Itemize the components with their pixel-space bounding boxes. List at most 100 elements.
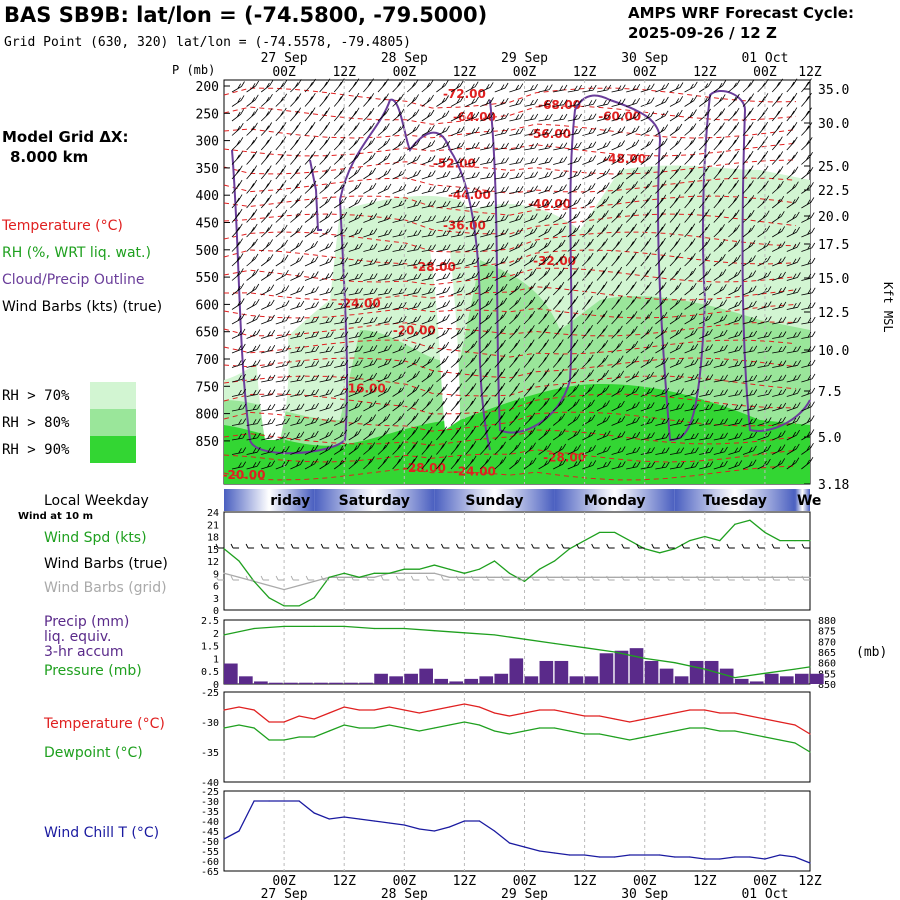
- wind-barb: [480, 82, 494, 93]
- weekday-label: riday: [270, 493, 310, 509]
- wind-barb: [728, 345, 743, 354]
- wind-barb: [509, 142, 524, 151]
- bottom-hour-label: 00Z: [633, 874, 657, 889]
- surface-wind-barb: [486, 543, 495, 549]
- temperature-line-point: [689, 709, 691, 711]
- wind-barb: [333, 78, 345, 93]
- wind-chill-line-point: [659, 854, 661, 856]
- wind-barb: [771, 151, 784, 165]
- wind-barb: [655, 252, 666, 267]
- wind-barb: [523, 213, 538, 223]
- pressure-tick: 200: [196, 80, 219, 95]
- wind-barb: [538, 368, 550, 383]
- wind-barb: [567, 398, 580, 412]
- wind-barb: [538, 156, 553, 165]
- wind-chill-line-point: [779, 854, 781, 856]
- wind-barb: [479, 298, 493, 310]
- wind-barb: [304, 444, 319, 455]
- wind-barb: [625, 356, 639, 368]
- surface-wind-barb: [335, 543, 345, 549]
- pressure-tick: 750: [196, 380, 219, 395]
- precip-bar: [674, 676, 689, 684]
- wind-barb: [363, 167, 376, 180]
- wind-barb: [801, 456, 814, 470]
- surface-wind-barb-grid: [696, 575, 705, 581]
- surface-wind-barb-grid: [546, 575, 555, 581]
- wind-barb: [246, 253, 259, 267]
- temperature-contour-label: -16.00: [343, 381, 386, 395]
- top-hour-label: 12Z: [332, 65, 356, 80]
- panel-ytick: -35: [201, 748, 219, 759]
- wind-barb: [523, 325, 535, 339]
- wind-barb: [553, 198, 567, 209]
- wind-speed-line-point: [508, 572, 511, 574]
- surface-wind-barb: [621, 543, 630, 549]
- wind-barb: [334, 387, 349, 397]
- wind-barb: [421, 170, 436, 180]
- surface-wind-barb-grid: [365, 575, 375, 581]
- wind-barb: [465, 411, 477, 426]
- wind-barb: [509, 199, 524, 209]
- wind-barb: [640, 266, 652, 281]
- wind-barb: [625, 266, 637, 281]
- wind-barb: [582, 183, 596, 194]
- surface-wind-barb-grid: [651, 575, 660, 581]
- temperature-line-point: [433, 709, 435, 711]
- wind-barb: [421, 94, 434, 107]
- wind-barb: [275, 136, 287, 151]
- wind-barb: [669, 96, 684, 107]
- wind-barb: [436, 170, 451, 180]
- wind-barb: [363, 228, 378, 238]
- wind-barb: [290, 459, 304, 470]
- wind-barb: [421, 384, 434, 397]
- temperature-contour-label: -32.00: [533, 254, 576, 268]
- wind-barb: [625, 153, 639, 165]
- wind-barb: [553, 156, 568, 165]
- temperature-contour-line: [223, 304, 797, 319]
- wind-barb: [377, 386, 392, 397]
- pressure-line-point: [283, 625, 285, 628]
- wind-barb: [261, 329, 276, 339]
- wind-barb: [494, 441, 506, 455]
- wind-barb: [611, 385, 625, 397]
- wind-barb: [231, 194, 243, 209]
- temperature-contour-line: [223, 123, 797, 139]
- height-tick: 15.0: [818, 272, 849, 287]
- surface-wind-barb-grid: [591, 575, 600, 581]
- wind-barb: [406, 412, 419, 426]
- wind-barb: [406, 124, 420, 136]
- wind-barb: [465, 215, 480, 223]
- wind-chill-line-point: [403, 824, 405, 826]
- wind-barb: [713, 94, 726, 107]
- panel-ytick: 21: [207, 520, 219, 531]
- wind-barb: [801, 331, 816, 339]
- wind-barb: [742, 270, 757, 281]
- wind-barb: [538, 84, 553, 93]
- wind-barb: [231, 388, 247, 397]
- pressure-tick: 875: [818, 627, 836, 638]
- wind-barb: [553, 170, 568, 180]
- surface-wind-barb-grid: [260, 575, 270, 581]
- wind-barb: [611, 295, 623, 310]
- wind-barb: [304, 210, 318, 223]
- wind-barb: [275, 239, 288, 252]
- wind-barb: [596, 295, 608, 310]
- wind-grid-line-point: [343, 576, 345, 578]
- wind-barb: [246, 283, 260, 296]
- wind-barb: [567, 414, 581, 426]
- wind-barb: [538, 310, 550, 325]
- wind-barb: [772, 286, 787, 296]
- wind-chill-line-point: [734, 856, 736, 858]
- wind-barb: [582, 84, 597, 93]
- surface-wind-barb-grid: [275, 575, 285, 581]
- precip-bar: [239, 676, 253, 684]
- wind-barb: [348, 428, 362, 441]
- pressure-tick: 855: [818, 669, 836, 680]
- wind-grid-line-point: [629, 576, 631, 578]
- wind-barb: [742, 285, 757, 296]
- panel-ytick: -40: [201, 778, 219, 789]
- wind-barb: [479, 312, 493, 325]
- wind-barb: [436, 200, 451, 209]
- wind-barb: [231, 268, 244, 281]
- wind-barb: [363, 456, 375, 470]
